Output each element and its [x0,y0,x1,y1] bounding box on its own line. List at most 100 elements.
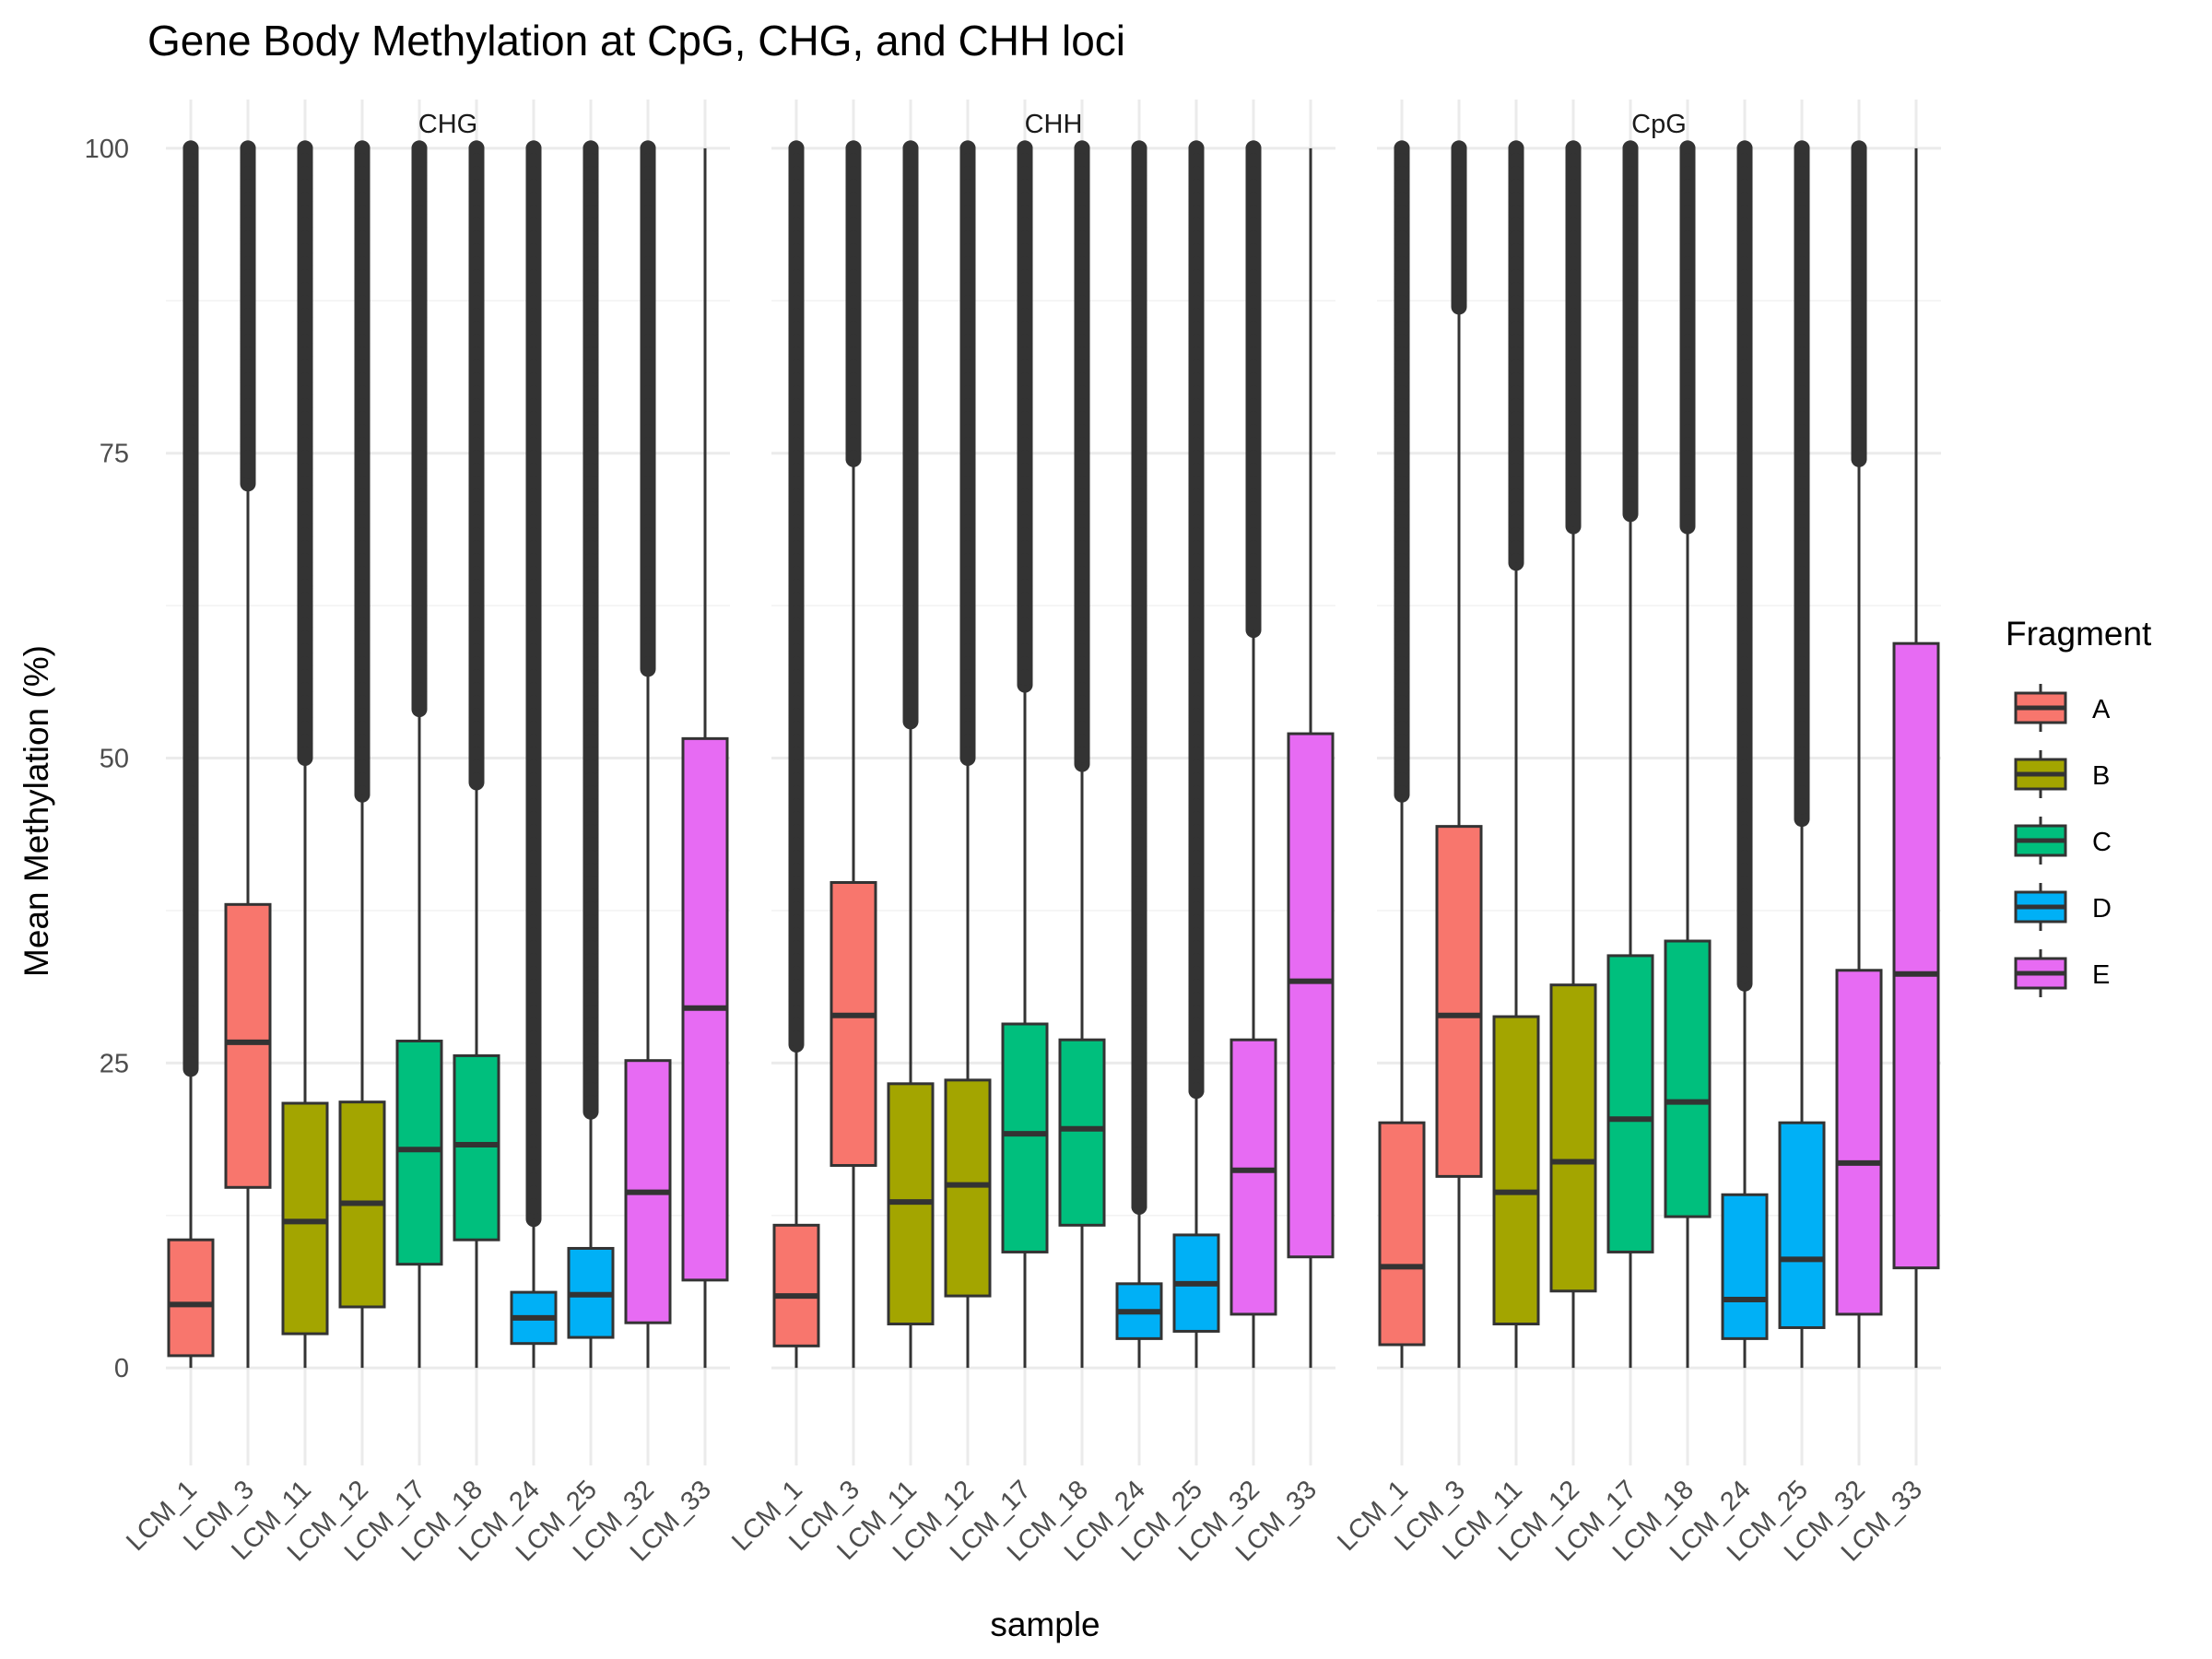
outlier-point [182,450,199,466]
outlier-point [1017,527,1033,544]
outlier-point [582,643,599,660]
outlier-point [1245,501,1262,518]
outlier-point [640,618,656,634]
outlier-point [1017,553,1033,570]
outlier-point [354,321,371,337]
outlier-point [525,166,542,182]
outlier-point [297,179,313,195]
outlier-point [1131,1172,1147,1189]
outlier-point [1188,759,1205,776]
outlier-point [1131,411,1147,428]
outlier-point [902,708,919,724]
outlier-point [788,179,805,195]
outlier-point [1017,592,1033,608]
outlier-point [788,243,805,260]
outlier-point [1188,488,1205,505]
outlier-point [297,321,313,337]
box-lcm_18 [1664,140,1712,1369]
outlier-point [959,437,976,453]
outlier-point [1622,385,1639,402]
outlier-point [525,1108,542,1124]
outlier-point [1131,1198,1147,1215]
outlier-point [468,721,485,737]
outlier-point [1074,553,1090,570]
outlier-point [788,411,805,428]
outlier-point [1679,476,1696,492]
outlier-point [1794,476,1810,492]
outlier-point [1451,166,1467,182]
outlier-point [468,192,485,208]
outlier-point [297,605,313,621]
outlier-point [1736,488,1753,505]
outlier-point [525,901,542,918]
outlier-point [1245,566,1262,582]
outlier-point [582,734,599,750]
outlier-point [959,476,976,492]
outlier-point [1394,385,1410,402]
outlier-point [525,153,542,170]
outlier-point [582,256,599,273]
outlier-point [1508,192,1524,208]
outlier-point [1851,424,1867,441]
outlier-point [1736,850,1753,866]
outlier-point [1394,140,1410,157]
outlier-point [297,230,313,247]
outlier-point [788,759,805,776]
outlier-point [1394,295,1410,312]
outlier-point [1188,372,1205,389]
outlier-point [640,411,656,428]
outlier-point [1565,205,1582,221]
y-tick-label: 100 [85,135,129,164]
outlier-point [240,334,256,350]
outlier-point [959,605,976,621]
outlier-point [297,372,313,389]
outlier-point [411,308,428,324]
outlier-point [1451,179,1467,195]
outlier-point [525,321,542,337]
outlier-point [1188,888,1205,905]
outlier-point [1794,747,1810,763]
outlier-point [525,1198,542,1215]
outlier-point [354,230,371,247]
outlier-point [1245,347,1262,363]
outlier-point [1394,772,1410,789]
outlier-point [1394,501,1410,518]
outlier-point [1245,411,1262,428]
outlier-point [1565,179,1582,195]
outlier-point [788,256,805,273]
outlier-point [525,437,542,453]
outlier-point [1245,295,1262,312]
outlier-point [1131,708,1147,724]
outlier-point [1074,269,1090,286]
outlier-point [902,501,919,518]
outlier-point [845,321,862,337]
outlier-point [582,553,599,570]
outlier-point [240,385,256,402]
outlier-point [1188,643,1205,660]
outlier-point [788,901,805,918]
outlier-point [1736,450,1753,466]
box-body [281,1101,329,1335]
outlier-point [1245,463,1262,479]
outlier-point [1017,308,1033,324]
outlier-point [182,230,199,247]
outlier-point [1188,734,1205,750]
outlier-point [788,747,805,763]
outlier-point [182,953,199,970]
outlier-point [1451,140,1467,157]
outlier-point [1131,747,1147,763]
outlier-point [582,695,599,712]
outlier-point [1679,269,1696,286]
outlier-point [1851,385,1867,402]
outlier-point [468,708,485,724]
outlier-point [1622,424,1639,441]
outlier-point [525,914,542,931]
outlier-point [640,566,656,582]
outlier-point [1794,398,1810,415]
outlier-point [1736,308,1753,324]
outlier-point [959,527,976,544]
outlier-point [1565,398,1582,415]
outlier-point [582,295,599,312]
outlier-point [1794,772,1810,789]
outlier-point [1794,140,1810,157]
